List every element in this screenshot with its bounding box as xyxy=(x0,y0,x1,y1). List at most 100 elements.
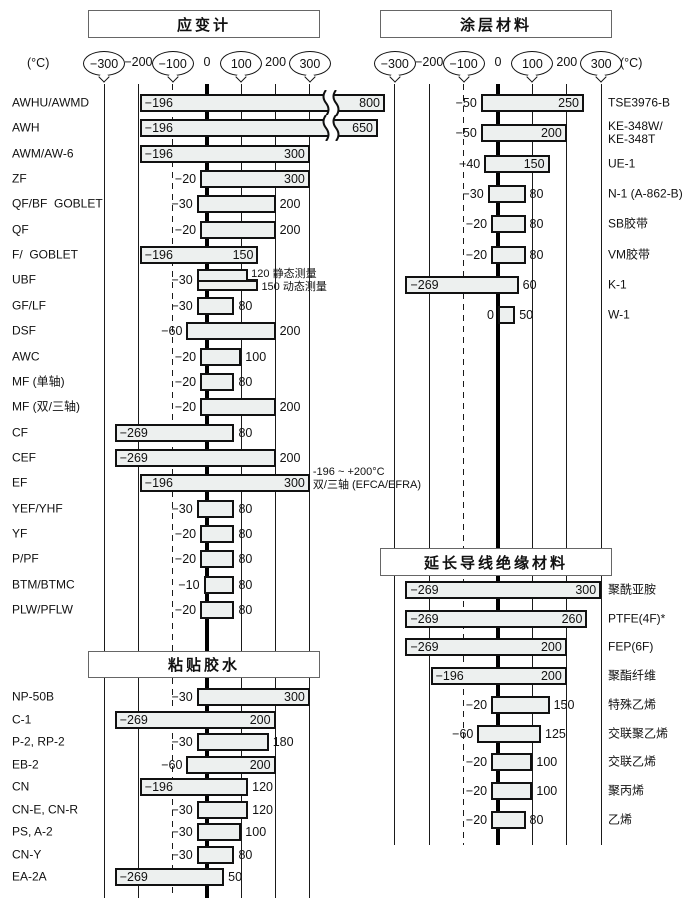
bar-insulation-5 xyxy=(477,724,541,743)
bar-max-label: 150 xyxy=(232,248,254,263)
bar-max-label: 120 xyxy=(252,802,274,817)
bar-max-label: 200 xyxy=(279,400,301,415)
bar-max-label: 200 xyxy=(249,712,271,727)
bar-insulation-2 xyxy=(405,638,567,657)
row-label-strain: MF (单轴) xyxy=(12,374,65,389)
bar-strain-step-top xyxy=(196,269,249,281)
gridline-right-200 xyxy=(566,84,568,845)
bar-strain-11 xyxy=(200,372,235,391)
bar-min-label: −30 xyxy=(171,825,193,839)
row-label-strain: ZF xyxy=(12,171,27,186)
bar-step-ledge xyxy=(248,279,259,282)
row-label-insulation: 乙烯 xyxy=(608,812,633,827)
axis-tick-left--200: −200 xyxy=(124,55,153,69)
bar-adhesive-5 xyxy=(196,800,249,819)
bar-min-label: −30 xyxy=(171,273,193,288)
bar-max-label: 260 xyxy=(561,611,583,626)
bar-max-label: 200 xyxy=(249,757,271,772)
bar-strain-17 xyxy=(200,524,235,543)
bar-min-label: −20 xyxy=(465,812,488,827)
axis-break-icon xyxy=(322,89,340,117)
bar-min-label: −269 xyxy=(410,277,439,292)
bar-coating-0 xyxy=(480,94,584,112)
bar-min-label: −50 xyxy=(455,126,477,141)
gridline-right--200 xyxy=(428,84,430,845)
bar-max-label: 50 xyxy=(519,308,534,323)
bar-strain-20 xyxy=(200,601,235,619)
bar-max-label: 60 xyxy=(522,277,537,292)
bar-min-label: −20 xyxy=(174,526,197,541)
axis-tick-right-0: 0 xyxy=(494,55,502,69)
bar-max-label: 80 xyxy=(238,298,253,313)
bar-max-label: 200 xyxy=(279,324,301,339)
axis-tick-right-200: 200 xyxy=(556,55,578,69)
bar-min-label: −30 xyxy=(171,298,193,313)
bar-min-label: −20 xyxy=(174,400,197,415)
bar-max-label: 80 xyxy=(529,217,544,232)
row-label-strain: F/ GOBLET xyxy=(12,247,79,262)
bar-min-label: −30 xyxy=(171,735,193,749)
gridline-right-300 xyxy=(600,84,602,845)
bar-strain-8 xyxy=(196,296,235,315)
bar-extension-strain-1 xyxy=(334,119,378,138)
bar-max-label: 100 xyxy=(245,349,267,364)
bar-max-label: 80 xyxy=(529,812,544,827)
bar-min-label: −20 xyxy=(174,172,197,187)
bar-min-label: −20 xyxy=(174,349,197,364)
gridline-right--300 xyxy=(394,84,396,845)
bar-strain-4 xyxy=(196,195,276,214)
bar-min-label: −20 xyxy=(465,755,488,770)
row-label-insulation: PTFE(4F)* xyxy=(608,611,666,626)
bar-strain-14 xyxy=(114,448,276,467)
row-label-strain: CF xyxy=(12,425,28,440)
bar-coating-3 xyxy=(487,184,526,203)
row-label-strain: AWC xyxy=(12,349,40,363)
bar-max-label: 150 xyxy=(523,156,545,171)
axis-balloon-right--300: −300 xyxy=(373,51,416,76)
row-label-adhesive: CN-E, CN-R xyxy=(12,802,78,816)
bar-max-label: 300 xyxy=(284,172,305,187)
row-label-strain: AWM/AW-6 xyxy=(12,146,74,161)
bar-max-label: 80 xyxy=(238,501,253,516)
bar-min-label: −20 xyxy=(174,374,197,389)
row-label-strain: CEF xyxy=(12,450,36,465)
bar-min-label: −30 xyxy=(171,802,193,817)
bar-min-label: −196 xyxy=(144,248,173,263)
gridline-left--200 xyxy=(137,84,139,898)
bar-strain-10 xyxy=(200,347,242,366)
gridline-right-100 xyxy=(531,84,533,845)
row-label-adhesive: PS, A-2 xyxy=(12,824,53,839)
bar-coating-5 xyxy=(491,245,526,264)
axis-balloon-right-100: 100 xyxy=(511,51,554,76)
row-label-strain: UBF xyxy=(12,272,36,287)
bar-min-label: −269 xyxy=(410,611,439,626)
row-label-strain: AWH xyxy=(12,120,40,135)
axis-balloon-right--100: −100 xyxy=(442,51,485,76)
bar-insulation-0 xyxy=(405,581,602,599)
bar-min-label: −196 xyxy=(144,96,173,110)
row-label-adhesive: CN xyxy=(12,779,30,794)
bar-max-label: 125 xyxy=(545,726,566,741)
bar-strain-1 xyxy=(139,119,330,138)
bar-min-label: −50 xyxy=(455,96,477,110)
row-label-adhesive: EA-2A xyxy=(12,869,47,884)
row-label-strain: EF xyxy=(12,475,28,490)
row-label-strain: P/PF xyxy=(12,551,39,566)
bar-min-label: −269 xyxy=(410,583,439,597)
bar-max-label: 300 xyxy=(284,146,305,161)
bar-insulation-4 xyxy=(491,695,550,714)
bar-coating-1 xyxy=(480,124,567,143)
bar-min-label: −269 xyxy=(119,870,148,884)
bar-adhesive-0 xyxy=(196,688,310,706)
bar-insulation-6 xyxy=(491,753,533,772)
bar-min-label: −196 xyxy=(144,121,173,136)
gridline-left--300 xyxy=(103,84,105,898)
row-label-coating: VM胶带 xyxy=(608,247,651,261)
bar-min-label: −196 xyxy=(144,146,173,161)
bar-adhesive-7 xyxy=(196,845,235,864)
bar-max-label: 80 xyxy=(238,552,253,567)
bar-max-label: 80 xyxy=(238,603,253,617)
axis-tick-right--200: −200 xyxy=(415,55,444,69)
bar-max-label: 80 xyxy=(529,186,544,201)
bar-max-label: 80 xyxy=(238,526,253,541)
